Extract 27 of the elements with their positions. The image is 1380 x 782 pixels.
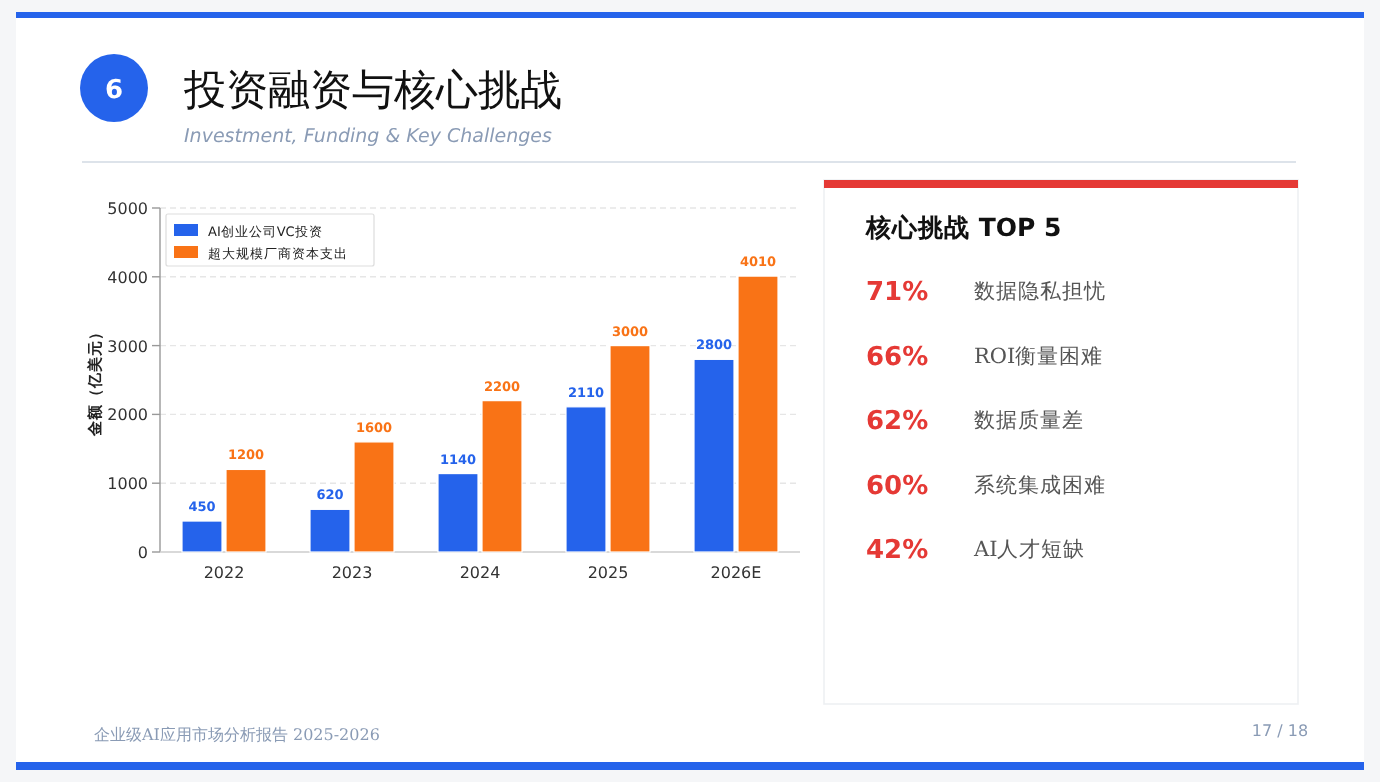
text: 60% bbox=[866, 471, 929, 502]
text: 71% bbox=[866, 278, 929, 308]
chart-title: 投资融资与核心挑战 bbox=[182, 66, 562, 114]
y-tick-label: 0 bbox=[137, 544, 148, 562]
text: 62% bbox=[866, 407, 929, 438]
category-label: 数据质量差 bbox=[974, 407, 1084, 434]
x-tick-label: 2025 bbox=[587, 564, 629, 582]
y-tick-label: 5000 bbox=[107, 200, 148, 218]
x-tick-label: 2023 bbox=[331, 564, 373, 582]
chart-subtitle: Investment, Funding & Key Challenges bbox=[184, 126, 553, 148]
x-tick-label: 2026E bbox=[710, 564, 762, 582]
text: 42% bbox=[866, 536, 929, 567]
text: 17 / 18 bbox=[1251, 722, 1309, 740]
text: 核心挑战 TOP 5 bbox=[864, 212, 1062, 242]
text: 66% bbox=[866, 342, 929, 373]
category-label: 数据隐私担忧 bbox=[974, 278, 1106, 304]
category-label: ROI衡量困难 bbox=[974, 344, 1104, 369]
y-tick-label: 2000 bbox=[107, 406, 148, 425]
y-tick-label: 1000 bbox=[107, 475, 148, 494]
text: 6 bbox=[104, 76, 124, 106]
category-label: 系统集成困难 bbox=[974, 471, 1106, 498]
y-tick-label: 3000 bbox=[107, 337, 148, 356]
y-tick-label: 4000 bbox=[107, 268, 148, 287]
x-tick-label: 2024 bbox=[459, 564, 501, 582]
category-label: AI人才短缺 bbox=[972, 536, 1086, 563]
text: 企业级AI应用市场分析报告 2025-2026 bbox=[94, 726, 380, 744]
x-tick-label: 2022 bbox=[203, 564, 245, 582]
